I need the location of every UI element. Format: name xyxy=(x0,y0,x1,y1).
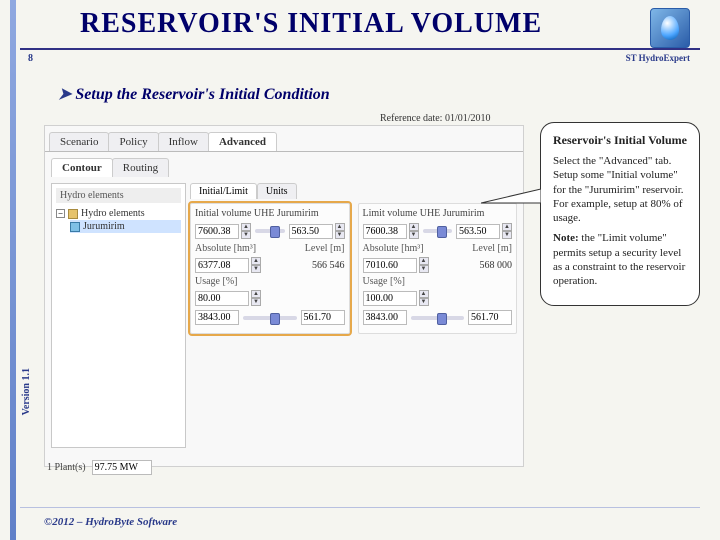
level-label: Level [m] xyxy=(305,243,345,254)
initial-volmin-input[interactable] xyxy=(289,224,333,239)
limit-abs-input[interactable] xyxy=(363,258,417,273)
limit-top-slider: ▲▼ ▲▼ xyxy=(363,223,513,239)
tree-root-label: Hydro elements xyxy=(81,208,145,219)
plants-label: 1 Plant(s) xyxy=(47,462,86,473)
spinner-icon[interactable]: ▲▼ xyxy=(251,290,261,306)
slider-track[interactable] xyxy=(255,229,285,233)
note-label: Note: xyxy=(553,232,579,244)
tree-child-row[interactable]: Jurumirim xyxy=(70,220,181,233)
accent-stripe xyxy=(10,0,16,540)
subheader: ➤Setup the Reservoir's Initial Condition xyxy=(58,84,330,104)
water-drop-icon xyxy=(661,16,679,40)
callout-body: Select the "Advanced" tab. Setup some "I… xyxy=(553,154,687,225)
initial-usage-input[interactable] xyxy=(195,291,249,306)
reservoir-icon xyxy=(70,222,80,232)
groups-row: Initial volume UHE Jurumirim ▲▼ ▲▼ Absol… xyxy=(190,203,517,334)
tree-collapse-icon[interactable]: − xyxy=(56,209,65,218)
folder-icon xyxy=(68,209,78,219)
reference-date: Reference date: 01/01/2010 xyxy=(380,113,491,124)
footer-row: 1 Plant(s) xyxy=(45,460,523,475)
app-window: Scenario Policy Inflow Advanced Contour … xyxy=(44,125,524,467)
spinner-icon[interactable]: ▲▼ xyxy=(419,257,429,273)
footer-text: ©2012 – HydroByte Software xyxy=(44,516,177,528)
slide-title: RESERVOIR'S INITIAL VOLUME xyxy=(80,8,542,40)
limit-usage-input[interactable] xyxy=(363,291,417,306)
spinner-icon[interactable]: ▲▼ xyxy=(335,223,345,239)
tree-child-label: Jurumirim xyxy=(83,221,125,232)
spinner-icon[interactable]: ▲▼ xyxy=(409,223,419,239)
tab-initial-limit[interactable]: Initial/Limit xyxy=(190,183,257,199)
abs-label: Absolute [hm³] xyxy=(363,243,424,254)
limit-volmin-input[interactable] xyxy=(456,224,500,239)
spinner-icon[interactable]: ▲▼ xyxy=(251,257,261,273)
tab-routing[interactable]: Routing xyxy=(112,158,169,177)
initial-bl-input[interactable] xyxy=(195,310,239,325)
tab-scenario[interactable]: Scenario xyxy=(49,132,109,151)
panel-tabs: Initial/Limit Units xyxy=(190,183,517,199)
slider-track[interactable] xyxy=(243,316,297,320)
chevron-right-icon: ➤ xyxy=(58,86,71,103)
spinner-icon[interactable]: ▲▼ xyxy=(419,290,429,306)
callout-note: Note: the "Limit volume" permits setup a… xyxy=(553,231,687,288)
group-initial-title: Initial volume UHE Jurumirim xyxy=(195,208,345,219)
slide-number: 8 xyxy=(28,53,33,64)
spinner-icon[interactable]: ▲▼ xyxy=(502,223,512,239)
brand-icon xyxy=(650,8,690,48)
plants-value-input[interactable] xyxy=(92,460,152,475)
content-pane: Hydro elements − Hydro elements Jurumiri… xyxy=(45,177,523,454)
slider-track[interactable] xyxy=(423,229,453,233)
spinner-icon[interactable]: ▲▼ xyxy=(241,223,251,239)
limit-bl-input[interactable] xyxy=(363,310,407,325)
subheader-text: Setup the Reservoir's Initial Condition xyxy=(75,86,329,103)
callout-box: Reservoir's Initial Volume Select the "A… xyxy=(540,122,700,306)
main-tabs: Scenario Policy Inflow Advanced xyxy=(45,126,523,152)
tree-root-row[interactable]: − Hydro elements xyxy=(56,207,181,220)
tab-units[interactable]: Units xyxy=(257,183,297,199)
limit-br-input[interactable] xyxy=(468,310,512,325)
usage-label: Usage [%] xyxy=(195,276,237,287)
level-label: Level [m] xyxy=(472,243,512,254)
limit-level-value: 568 000 xyxy=(480,260,513,271)
initial-level-value: 566 546 xyxy=(312,260,345,271)
limit-volmax-input[interactable] xyxy=(363,224,407,239)
panel-stack: Initial/Limit Units Initial volume UHE J… xyxy=(190,183,517,448)
slider-track[interactable] xyxy=(411,316,465,320)
tree-header: Hydro elements xyxy=(56,188,181,203)
abs-label: Absolute [hm³] xyxy=(195,243,256,254)
limit-bottom-slider xyxy=(363,310,513,325)
initial-top-slider: ▲▼ ▲▼ xyxy=(195,223,345,239)
initial-volmax-input[interactable] xyxy=(195,224,239,239)
title-rule xyxy=(20,48,700,50)
tab-advanced[interactable]: Advanced xyxy=(208,132,277,151)
callout-heading: Reservoir's Initial Volume xyxy=(553,133,687,148)
tab-contour[interactable]: Contour xyxy=(51,158,113,177)
tab-inflow[interactable]: Inflow xyxy=(158,132,209,151)
footer-rule xyxy=(20,507,700,508)
version-label: Version 1.1 xyxy=(21,368,32,415)
initial-bottom-slider xyxy=(195,310,345,325)
brand-label: ST HydroExpert xyxy=(626,53,690,63)
sub-tabs: Contour Routing xyxy=(45,152,523,177)
group-limit-volume: Limit volume UHE Jurumirim ▲▼ ▲▼ Absolut… xyxy=(358,203,518,334)
hydro-tree[interactable]: Hydro elements − Hydro elements Jurumiri… xyxy=(51,183,186,448)
group-initial-volume: Initial volume UHE Jurumirim ▲▼ ▲▼ Absol… xyxy=(190,203,350,334)
initial-br-input[interactable] xyxy=(301,310,345,325)
tab-policy[interactable]: Policy xyxy=(108,132,158,151)
usage-label: Usage [%] xyxy=(363,276,405,287)
initial-abs-input[interactable] xyxy=(195,258,249,273)
callout-pointer xyxy=(481,181,541,211)
